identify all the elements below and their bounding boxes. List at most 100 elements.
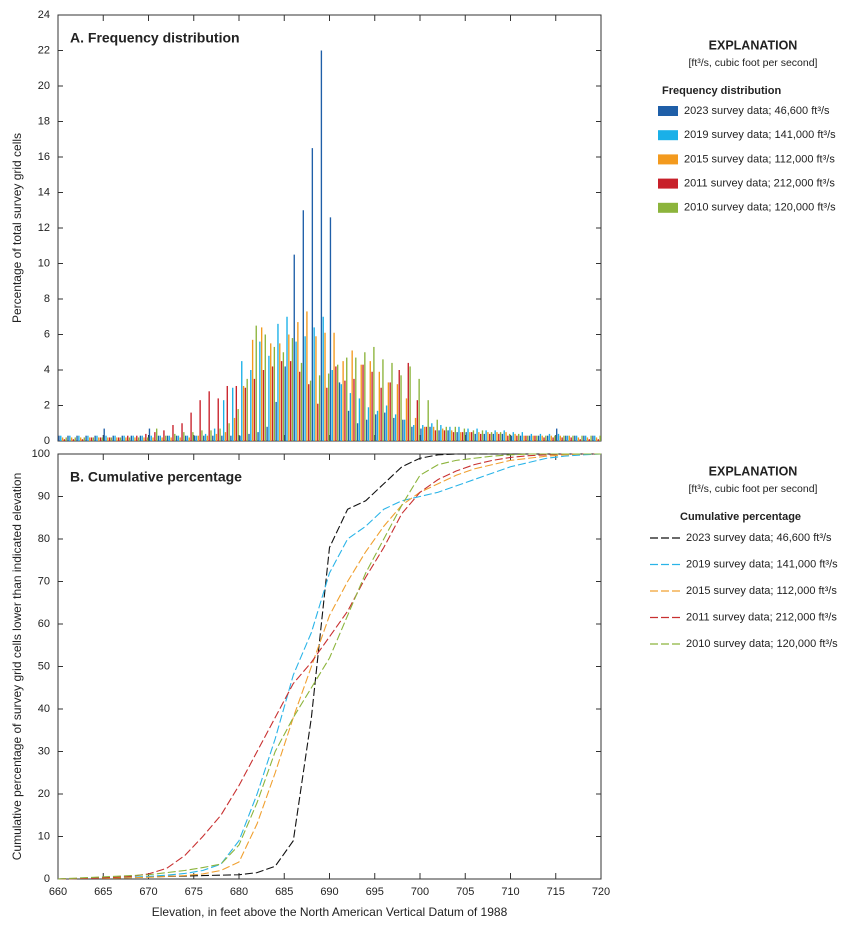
bar xyxy=(108,437,111,441)
bar xyxy=(469,432,471,441)
x-tick-label: 690 xyxy=(320,886,338,898)
bar xyxy=(246,378,248,441)
bar xyxy=(478,432,480,441)
bar xyxy=(242,385,245,441)
bar xyxy=(257,432,259,441)
bar xyxy=(385,405,388,441)
bar xyxy=(199,400,201,441)
bar xyxy=(232,387,234,441)
bar xyxy=(273,346,276,441)
y-tick-label: 18 xyxy=(38,115,50,127)
bar xyxy=(373,346,375,441)
bar xyxy=(215,433,218,441)
bar xyxy=(317,403,319,441)
y-axis-label: Percentage of total survey grid cells xyxy=(10,133,24,323)
x-tick-label: 710 xyxy=(501,886,519,898)
bar xyxy=(365,419,368,441)
bar xyxy=(536,435,538,441)
x-tick-label: 720 xyxy=(592,886,610,898)
bar xyxy=(344,380,346,441)
bar xyxy=(570,437,572,441)
bar xyxy=(69,435,71,441)
bar xyxy=(541,435,543,441)
bar xyxy=(90,437,93,441)
bar xyxy=(530,433,533,441)
bar xyxy=(498,433,500,441)
bar xyxy=(226,385,228,441)
bar xyxy=(579,439,581,441)
bar xyxy=(413,425,415,441)
bar xyxy=(201,430,203,441)
bar xyxy=(409,366,411,441)
bar xyxy=(306,311,308,441)
bar xyxy=(418,378,420,441)
bar xyxy=(300,362,303,441)
bar xyxy=(454,426,457,441)
bar xyxy=(248,433,250,441)
bar xyxy=(190,412,192,441)
bar xyxy=(206,435,209,441)
bar xyxy=(492,433,495,441)
bar xyxy=(92,437,95,441)
bar xyxy=(134,437,136,441)
y-axis-label: Cumulative percentage of survey grid cel… xyxy=(10,473,24,861)
y-tick-label: 70 xyxy=(38,575,50,587)
bar xyxy=(159,435,161,441)
cumulative-line xyxy=(57,453,601,880)
bar xyxy=(420,428,422,441)
bar xyxy=(72,439,75,441)
y-tick-label: 4 xyxy=(44,364,50,376)
bar xyxy=(74,437,76,441)
legend-swatch xyxy=(658,178,678,189)
bar xyxy=(429,426,431,441)
y-tick-label: 30 xyxy=(38,745,50,757)
bar xyxy=(297,322,299,441)
legend-label: 2011 survey data; 212,000 ft³/s xyxy=(684,178,835,190)
bar xyxy=(595,437,598,441)
x-tick-label: 665 xyxy=(94,886,112,898)
bar xyxy=(217,398,219,441)
bar xyxy=(58,435,60,441)
bar xyxy=(552,437,554,441)
bar xyxy=(346,357,348,441)
y-tick-label: 14 xyxy=(38,186,50,198)
bar xyxy=(268,355,270,441)
bar xyxy=(369,361,371,441)
legend-label: 2015 survey data; 112,000 ft³/s xyxy=(686,585,837,597)
bar xyxy=(398,370,400,441)
bar xyxy=(510,435,513,441)
bar xyxy=(322,316,324,441)
bar xyxy=(449,426,451,441)
legend-label: 2023 survey data; 46,600 ft³/s xyxy=(686,532,832,544)
bar xyxy=(380,387,382,441)
bar xyxy=(121,435,123,441)
bar xyxy=(299,371,301,441)
bar xyxy=(480,433,482,441)
bar xyxy=(432,426,435,441)
x-tick-label: 670 xyxy=(139,886,157,898)
bar xyxy=(279,343,281,441)
bar xyxy=(452,432,455,441)
bar xyxy=(237,409,239,441)
bar xyxy=(85,435,87,441)
bar xyxy=(574,435,576,441)
bar xyxy=(183,432,185,441)
bar xyxy=(523,435,525,441)
bar xyxy=(313,327,315,441)
bar xyxy=(293,254,295,441)
y-tick-label: 90 xyxy=(38,490,50,502)
panel-title: A. Frequency distribution xyxy=(70,30,240,46)
bar xyxy=(277,323,279,441)
bar xyxy=(534,435,536,441)
bar xyxy=(465,432,467,441)
bar xyxy=(371,371,373,441)
bar xyxy=(584,435,587,441)
bar xyxy=(340,384,342,441)
bar xyxy=(539,433,542,441)
bar xyxy=(235,385,238,441)
bar xyxy=(107,437,109,441)
legend-swatch xyxy=(658,202,678,213)
bar xyxy=(148,428,151,441)
bar xyxy=(150,435,152,441)
x-tick-label: 680 xyxy=(230,886,248,898)
